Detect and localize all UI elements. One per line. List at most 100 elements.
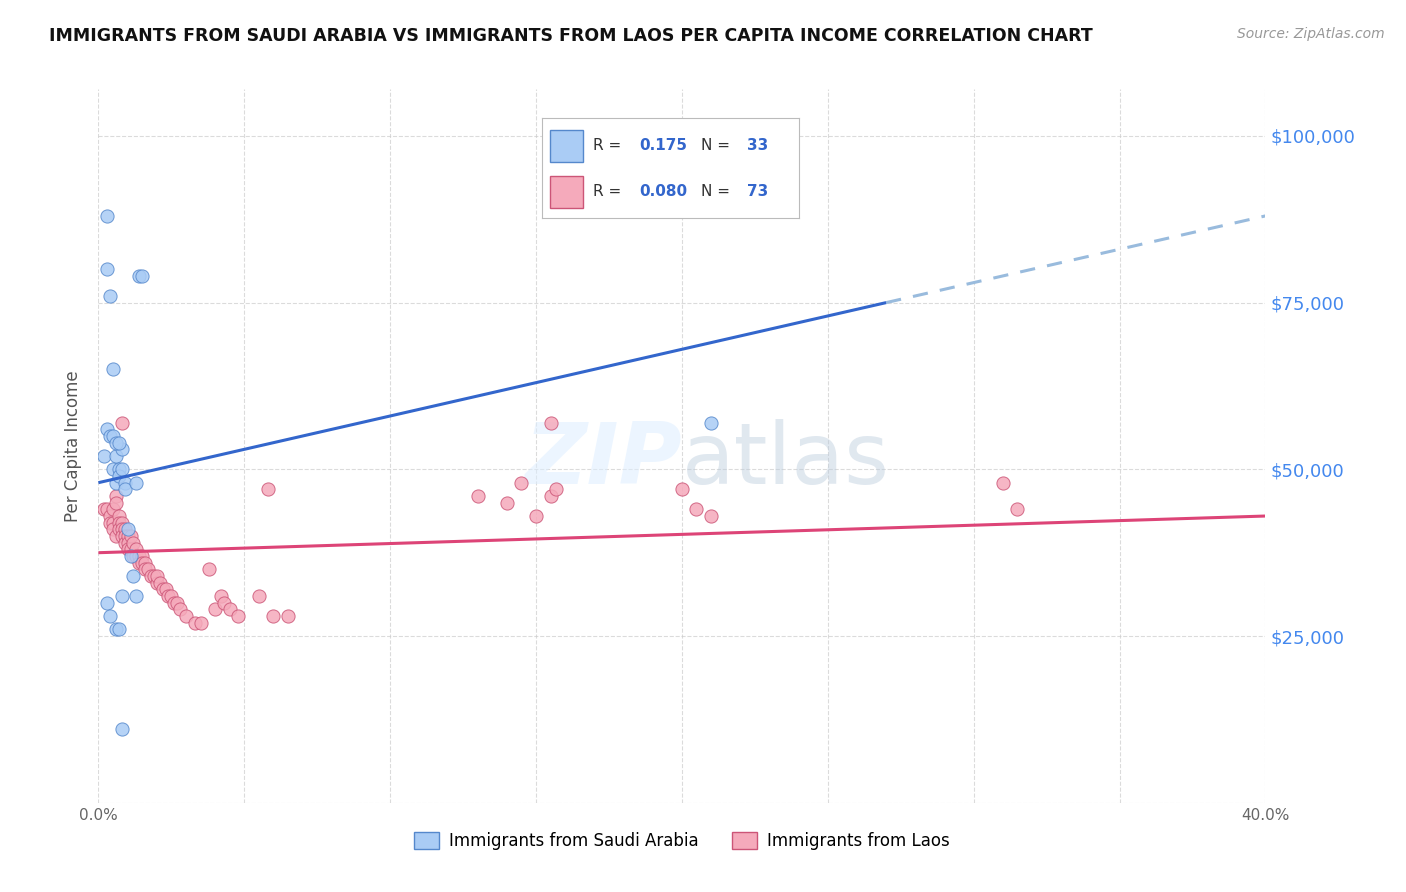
Point — [183, 615, 205, 630]
Point — [104, 435, 127, 450]
Point — [108, 623, 131, 637]
Point — [111, 516, 134, 530]
Point — [128, 549, 150, 563]
Point — [111, 723, 134, 737]
Point — [125, 475, 148, 490]
Point — [146, 569, 169, 583]
Text: IMMIGRANTS FROM SAUDI ARABIA VS IMMIGRANTS FROM LAOS PER CAPITA INCOME CORRELATI: IMMIGRANTS FROM SAUDI ARABIA VS IMMIGRAN… — [49, 27, 1092, 45]
Point — [524, 509, 547, 524]
Point — [98, 509, 121, 524]
Point — [467, 489, 489, 503]
Point — [98, 289, 121, 303]
Point — [134, 556, 156, 570]
Point — [108, 516, 131, 530]
Text: ZIP: ZIP — [524, 418, 682, 502]
Point — [204, 602, 226, 616]
Point — [111, 462, 134, 476]
Point — [96, 502, 118, 516]
Point — [96, 596, 118, 610]
Text: Source: ZipAtlas.com: Source: ZipAtlas.com — [1237, 27, 1385, 41]
Point — [111, 442, 134, 457]
Point — [131, 549, 153, 563]
Point — [114, 483, 136, 497]
Point — [101, 429, 124, 443]
Point — [101, 502, 124, 516]
Point — [114, 529, 136, 543]
Point — [166, 596, 188, 610]
Point — [111, 589, 134, 603]
Point — [125, 542, 148, 557]
Point — [104, 623, 127, 637]
Point — [104, 489, 127, 503]
Point — [114, 475, 136, 490]
Point — [546, 483, 568, 497]
Point — [256, 483, 278, 497]
Point — [157, 589, 180, 603]
Point — [117, 535, 139, 549]
Point — [700, 509, 723, 524]
Point — [139, 569, 162, 583]
Point — [120, 529, 142, 543]
Point — [122, 535, 145, 549]
Point — [117, 522, 139, 536]
Point — [247, 589, 270, 603]
Point — [104, 449, 127, 463]
Point — [101, 522, 124, 536]
Point — [149, 575, 172, 590]
Point — [104, 529, 127, 543]
Point — [190, 615, 212, 630]
Point — [218, 602, 240, 616]
Point — [212, 596, 235, 610]
Point — [104, 496, 127, 510]
Point — [96, 209, 118, 223]
Point — [134, 562, 156, 576]
Point — [540, 416, 562, 430]
Point — [262, 609, 284, 624]
Point — [228, 609, 250, 624]
Point — [155, 582, 177, 597]
Point — [277, 609, 299, 624]
Point — [101, 362, 124, 376]
Point — [108, 435, 131, 450]
Point — [117, 542, 139, 557]
Point — [128, 268, 150, 283]
Point — [96, 422, 118, 436]
Point — [98, 516, 121, 530]
Point — [496, 496, 519, 510]
Point — [991, 475, 1014, 490]
Point — [108, 462, 131, 476]
Point — [111, 529, 134, 543]
Point — [104, 475, 127, 490]
Point — [1007, 502, 1029, 516]
Point — [671, 483, 693, 497]
Point — [131, 268, 153, 283]
Point — [125, 549, 148, 563]
Point — [101, 516, 124, 530]
Point — [131, 556, 153, 570]
Point — [108, 522, 131, 536]
Point — [93, 502, 115, 516]
Point — [108, 469, 131, 483]
Point — [125, 589, 148, 603]
Point — [174, 609, 197, 624]
Point — [117, 529, 139, 543]
Point — [111, 416, 134, 430]
Point — [128, 556, 150, 570]
Point — [98, 609, 121, 624]
Point — [108, 509, 131, 524]
Point — [120, 549, 142, 563]
Point — [510, 475, 533, 490]
Point — [114, 522, 136, 536]
Point — [685, 502, 707, 516]
Point — [114, 535, 136, 549]
Point — [93, 449, 115, 463]
Point — [160, 589, 183, 603]
Point — [136, 562, 159, 576]
Point — [540, 489, 562, 503]
Text: atlas: atlas — [682, 418, 890, 502]
Y-axis label: Per Capita Income: Per Capita Income — [65, 370, 83, 522]
Point — [120, 542, 142, 557]
Point — [96, 262, 118, 277]
Point — [700, 416, 723, 430]
Point — [169, 602, 191, 616]
